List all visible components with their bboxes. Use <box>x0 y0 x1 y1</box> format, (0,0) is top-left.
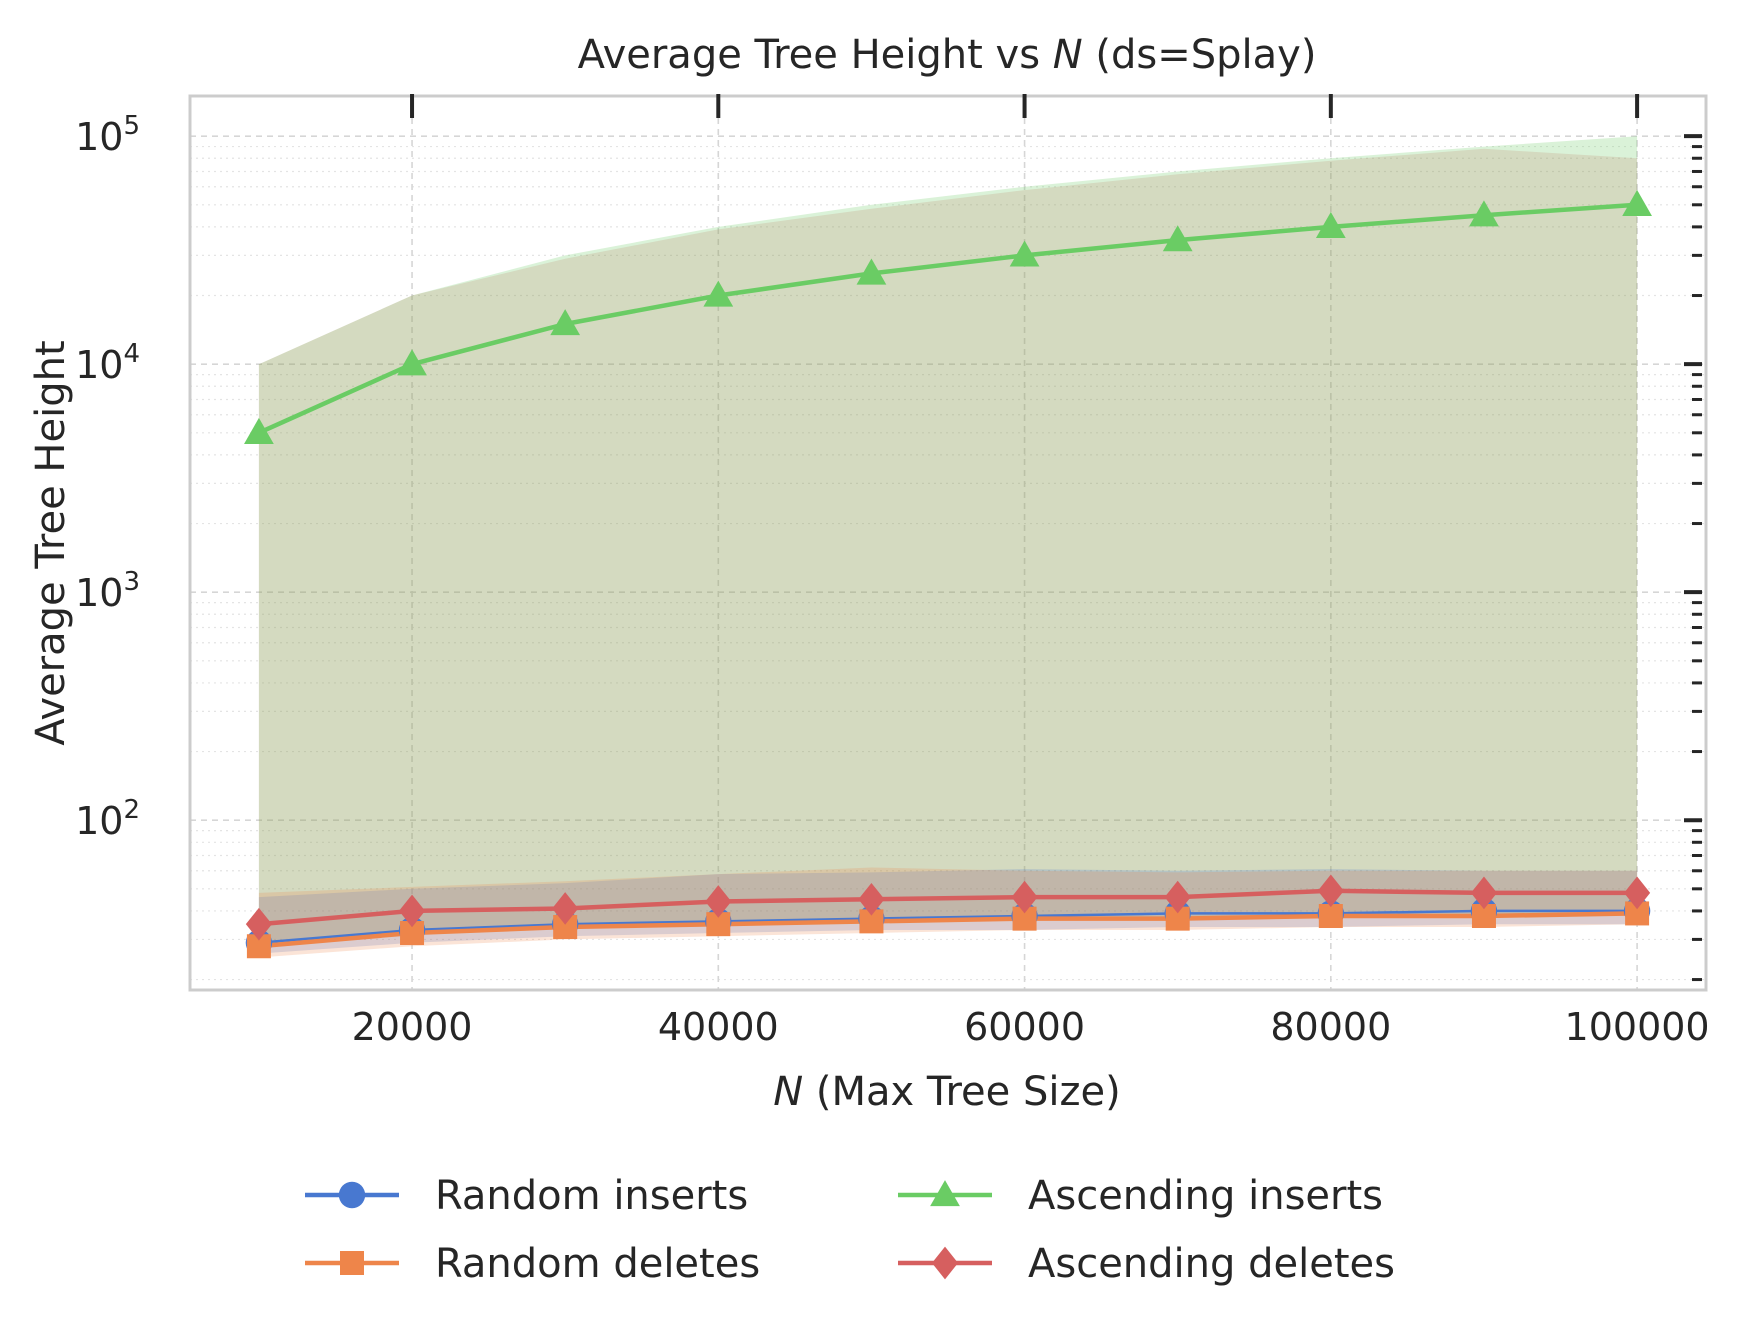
band-ascending-deletes <box>258 148 1638 947</box>
x-tick-label: 80000 <box>1270 1005 1391 1049</box>
data-point-ascending-inserts <box>1622 189 1652 216</box>
data-point-ascending-deletes <box>1470 876 1498 910</box>
y-tick-label-base: 10 <box>75 115 123 159</box>
legend-label: Ascending inserts <box>1028 1173 1383 1219</box>
band-random-deletes <box>258 867 1638 958</box>
data-point-ascending-inserts <box>1469 200 1499 227</box>
legend-marker <box>931 1246 959 1280</box>
series-line-ascending-deletes <box>258 888 1638 927</box>
data-point-ascending-deletes <box>245 907 272 941</box>
legend-label: Random deletes <box>435 1241 760 1287</box>
y-tick-label: 102 <box>75 795 140 843</box>
x-tick-label: 40000 <box>658 1005 779 1049</box>
data-point-ascending-deletes <box>398 894 426 928</box>
data-point-ascending-inserts <box>856 258 887 285</box>
chart-title-part-3: (ds=Splay) <box>1083 32 1317 78</box>
series-line-random-deletes <box>258 911 1638 949</box>
series-markers <box>244 189 1652 959</box>
x-axis-label-part-1: N <box>773 1069 803 1115</box>
data-point-ascending-deletes <box>1011 880 1038 914</box>
x-tick-label: 20000 <box>352 1005 473 1049</box>
data-point-ascending-inserts <box>397 349 427 376</box>
y-tick-label-exponent: 3 <box>123 567 140 597</box>
data-point-ascending-inserts <box>244 417 274 444</box>
y-tick-label-base: 10 <box>75 343 123 387</box>
data-point-random-deletes <box>1318 904 1343 929</box>
chart-title: Average Tree Height vs N (ds=Splay) <box>578 32 1317 78</box>
x-tick-labels: 20000 40000 60000 80000 100000 <box>352 1005 1710 1049</box>
legend-item-random-inserts: Random inserts <box>305 1173 748 1219</box>
x-tick-label: 100000 <box>1565 1005 1710 1049</box>
data-point-ascending-inserts <box>1315 212 1346 239</box>
band-ascending-inserts <box>258 136 1638 947</box>
legend-marker <box>930 1180 960 1207</box>
data-point-ascending-deletes <box>552 892 579 925</box>
y-tick-label: 104 <box>75 339 140 387</box>
legend-label: Random inserts <box>435 1173 748 1219</box>
y-tick-label-exponent: 2 <box>123 795 140 825</box>
series-line-ascending-inserts <box>257 202 1638 435</box>
grid <box>190 96 1706 990</box>
plot-frame <box>188 94 1708 992</box>
data-point-ascending-inserts <box>703 280 734 307</box>
data-point-ascending-deletes <box>858 882 885 916</box>
y-tick-label-base: 10 <box>75 799 123 843</box>
x-axis-label-part-2: (Max Tree Size) <box>803 1069 1121 1115</box>
chart-title-part-1: Average Tree Height vs <box>578 32 1053 78</box>
legend-marker <box>340 1251 364 1275</box>
confidence-bands <box>258 136 1638 958</box>
axis-ticks <box>410 94 1702 982</box>
data-point-ascending-inserts <box>550 309 581 336</box>
data-point-ascending-deletes <box>705 885 732 918</box>
x-tick-label: 60000 <box>964 1005 1085 1049</box>
y-tick-label-exponent: 5 <box>123 111 140 141</box>
series-line-random-inserts <box>258 909 1638 945</box>
data-point-ascending-inserts <box>1162 225 1193 252</box>
legend-item-ascending-inserts: Ascending inserts <box>898 1173 1383 1219</box>
y-tick-label: 105 <box>75 111 140 159</box>
data-point-ascending-deletes <box>1164 880 1191 914</box>
data-point-ascending-deletes <box>1624 876 1651 910</box>
data-point-ascending-inserts <box>1009 240 1040 267</box>
legend-item-ascending-deletes: Ascending deletes <box>898 1241 1395 1287</box>
x-axis-label: N (Max Tree Size) <box>773 1069 1120 1115</box>
legend: Random inserts Random deletes Ascending in… <box>305 1173 1395 1287</box>
legend-label: Ascending deletes <box>1028 1241 1395 1287</box>
legend-item-random-deletes: Random deletes <box>305 1241 760 1287</box>
plot-area <box>190 96 1706 990</box>
y-tick-label: 103 <box>75 567 140 615</box>
chart-title-part-2: N <box>1053 32 1083 78</box>
series-lines <box>257 202 1638 949</box>
y-tick-label-exponent: 4 <box>123 339 140 369</box>
y-tick-label-base: 10 <box>75 571 123 615</box>
legend-marker <box>338 1181 366 1209</box>
data-point-ascending-deletes <box>1317 874 1344 908</box>
y-axis-label: Average Tree Height <box>28 340 74 745</box>
